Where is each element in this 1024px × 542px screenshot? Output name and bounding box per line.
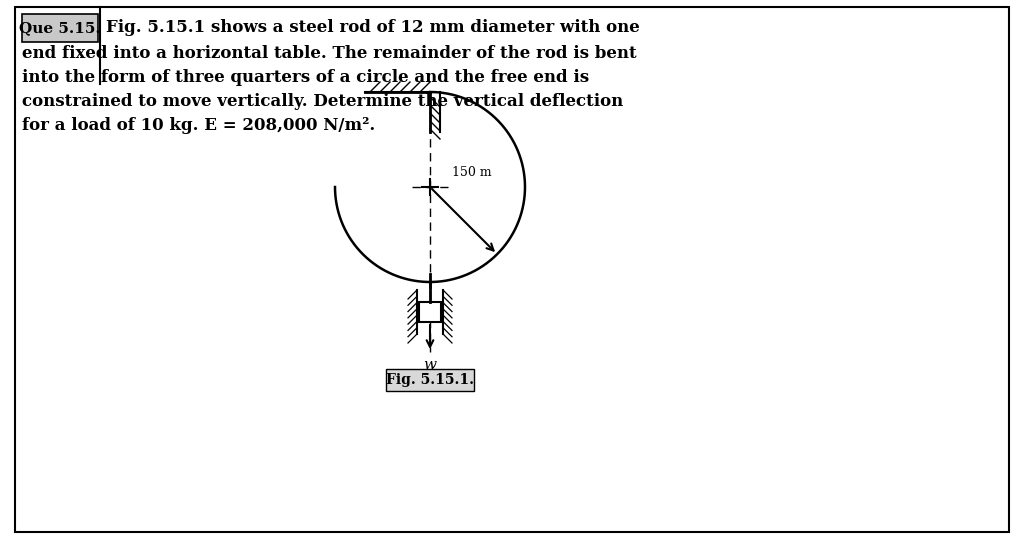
Text: Fig. 5.15.1 shows a steel rod of 12 mm diameter with one: Fig. 5.15.1 shows a steel rod of 12 mm d… bbox=[106, 20, 640, 36]
Bar bbox=[386, 369, 474, 391]
Text: into the form of three quarters of a circle and the free end is: into the form of three quarters of a cir… bbox=[22, 69, 589, 87]
Text: constrained to move vertically. Determine the vertical deflection: constrained to move vertically. Determin… bbox=[22, 94, 624, 111]
Bar bbox=[419, 302, 441, 322]
Text: 150 m: 150 m bbox=[452, 166, 492, 179]
Text: for a load of 10 kg. E = 208,000 N/m².: for a load of 10 kg. E = 208,000 N/m². bbox=[22, 118, 375, 134]
Text: w: w bbox=[424, 358, 436, 372]
Text: Que 5.15.: Que 5.15. bbox=[19, 21, 101, 35]
Bar bbox=[22, 14, 98, 42]
Text: end fixed into a horizontal table. The remainder of the rod is bent: end fixed into a horizontal table. The r… bbox=[22, 46, 637, 62]
Text: Fig. 5.15.1.: Fig. 5.15.1. bbox=[386, 373, 474, 387]
